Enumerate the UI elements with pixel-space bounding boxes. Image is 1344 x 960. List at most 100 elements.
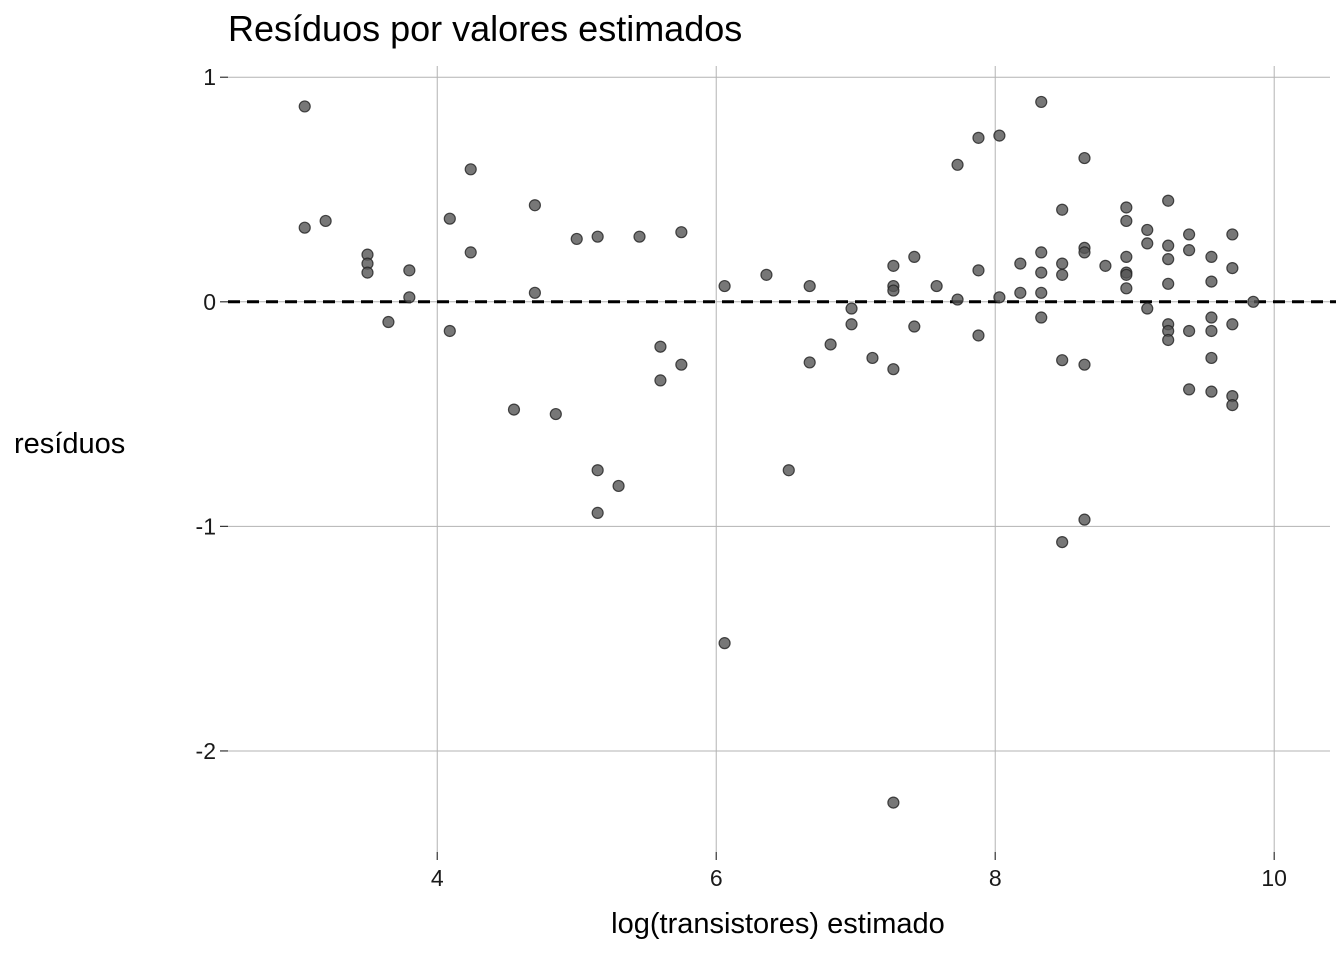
data-point [1099, 259, 1112, 272]
data-point [951, 293, 964, 306]
data-point [612, 479, 625, 493]
x-tick-label: 4 [431, 865, 444, 891]
data-point [443, 324, 456, 338]
data-point [1120, 214, 1133, 228]
data-point [824, 338, 837, 351]
data-point [1205, 385, 1218, 398]
data-point [866, 351, 879, 365]
data-point [361, 266, 374, 279]
x-tick-label: 6 [710, 865, 723, 891]
data-point [1056, 354, 1069, 367]
x-axis-label: log(transistores) estimado [611, 908, 945, 940]
data-point [1162, 277, 1175, 290]
data-point [1035, 95, 1048, 109]
data-point [443, 212, 456, 225]
data-point [908, 250, 921, 263]
data-point [464, 246, 477, 259]
data-point [675, 358, 688, 371]
data-point [1205, 275, 1218, 288]
data-point [845, 302, 858, 315]
data-point [1014, 286, 1027, 299]
data-point [1056, 535, 1069, 549]
data-point [1078, 358, 1091, 371]
data-point [1183, 228, 1196, 241]
data-point [654, 340, 667, 353]
y-tick-label: -1 [196, 513, 216, 539]
data-point [908, 320, 921, 333]
data-point [1183, 383, 1196, 396]
y-axis-label: resíduos [14, 428, 126, 460]
data-point [654, 374, 667, 387]
data-point [675, 226, 688, 239]
data-point [1078, 513, 1091, 526]
x-tick-label: 8 [989, 865, 1002, 891]
data-point [760, 268, 773, 281]
data-point [1056, 203, 1069, 216]
data-point [1162, 253, 1175, 266]
data-point [1205, 311, 1218, 324]
grid-lines [228, 66, 1330, 852]
data-point [803, 279, 816, 293]
data-point [298, 221, 311, 234]
data-point [782, 464, 795, 477]
data-point [1226, 399, 1239, 412]
data-point [1162, 333, 1175, 347]
data-point [1035, 246, 1048, 259]
data-point [403, 264, 416, 277]
data-point [1035, 286, 1048, 299]
data-point [718, 637, 731, 650]
data-point [1078, 151, 1091, 165]
data-point [382, 315, 395, 329]
data-point [1014, 257, 1027, 270]
data-point [887, 284, 900, 297]
data-point [591, 506, 604, 519]
data-point [1120, 201, 1133, 214]
data-point [1035, 311, 1048, 324]
data-point [633, 230, 646, 243]
data-point [1226, 228, 1239, 241]
data-point [528, 199, 541, 212]
data-point [993, 291, 1006, 304]
data-point [1183, 324, 1196, 338]
data-point [591, 230, 604, 243]
chart-title: Resíduos por valores estimados [228, 8, 743, 49]
data-point [1056, 257, 1069, 270]
y-tick-label: 1 [203, 64, 216, 90]
data-point [1247, 295, 1260, 308]
y-tick-label: 0 [203, 289, 216, 315]
data-point [887, 363, 900, 376]
data-point [1162, 239, 1175, 252]
data-point [464, 163, 477, 176]
y-tick-label: -2 [196, 738, 216, 764]
data-point [1120, 250, 1133, 263]
data-point [298, 100, 311, 113]
data-point [951, 158, 964, 171]
data-point [1162, 194, 1175, 207]
data-point [718, 279, 731, 293]
data-point [1205, 351, 1218, 365]
data-point [930, 279, 943, 293]
data-point [887, 796, 900, 809]
data-point [972, 131, 985, 144]
data-point [1141, 223, 1154, 237]
data-point [1141, 302, 1154, 315]
data-point [319, 214, 332, 228]
data-points [298, 95, 1260, 809]
data-point [1205, 324, 1218, 338]
data-point [549, 407, 562, 421]
data-point [972, 329, 985, 342]
data-point [1205, 250, 1218, 263]
data-point [887, 259, 900, 272]
x-tick-label: 10 [1261, 865, 1287, 891]
data-point [845, 318, 858, 331]
data-point [591, 464, 604, 477]
data-point [1056, 268, 1069, 281]
data-point [1078, 246, 1091, 259]
data-point [1035, 266, 1048, 279]
data-point [528, 286, 541, 299]
data-point [1120, 268, 1133, 281]
data-point [507, 403, 521, 416]
data-point [1226, 262, 1239, 275]
